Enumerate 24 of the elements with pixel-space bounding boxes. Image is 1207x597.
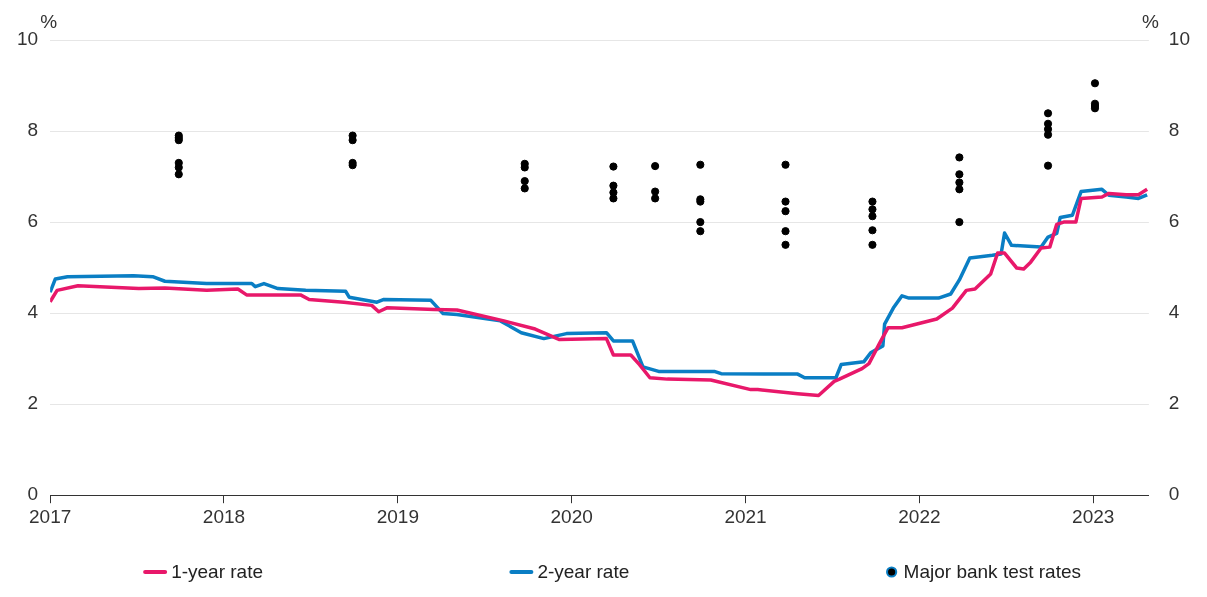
x-tick-label: 2019 <box>376 505 419 527</box>
x-tick-label: 2022 <box>898 505 941 527</box>
y2-axis-title: % <box>1141 10 1159 32</box>
x-tick-label: 2018 <box>202 505 246 527</box>
y-tick-label: 2 <box>27 392 39 414</box>
y2-tick-label: 8 <box>1168 119 1180 141</box>
y2-tick-label: 0 <box>1168 483 1180 505</box>
y-tick-label: 6 <box>27 210 39 232</box>
legend-label: 1-year rate <box>171 561 264 583</box>
legend-label: 2-year rate <box>537 561 630 583</box>
y-tick-label: 4 <box>27 301 39 323</box>
y-tick-label: 8 <box>27 119 39 141</box>
y2-tick-label: 6 <box>1168 210 1180 232</box>
x-tick-label: 2021 <box>724 505 767 527</box>
x-tick-label: 2017 <box>28 505 72 527</box>
legend-label: Major bank test rates <box>903 561 1082 583</box>
y-tick-label: 10 <box>16 28 39 50</box>
y2-tick-label: 4 <box>1168 301 1180 323</box>
y-tick-label: 0 <box>27 483 39 505</box>
x-tick-label: 2020 <box>550 505 593 527</box>
y-axis-title: % <box>40 10 58 32</box>
y2-tick-label: 10 <box>1168 28 1191 50</box>
y2-tick-label: 2 <box>1168 392 1180 414</box>
x-tick-label: 2023 <box>1072 505 1115 527</box>
